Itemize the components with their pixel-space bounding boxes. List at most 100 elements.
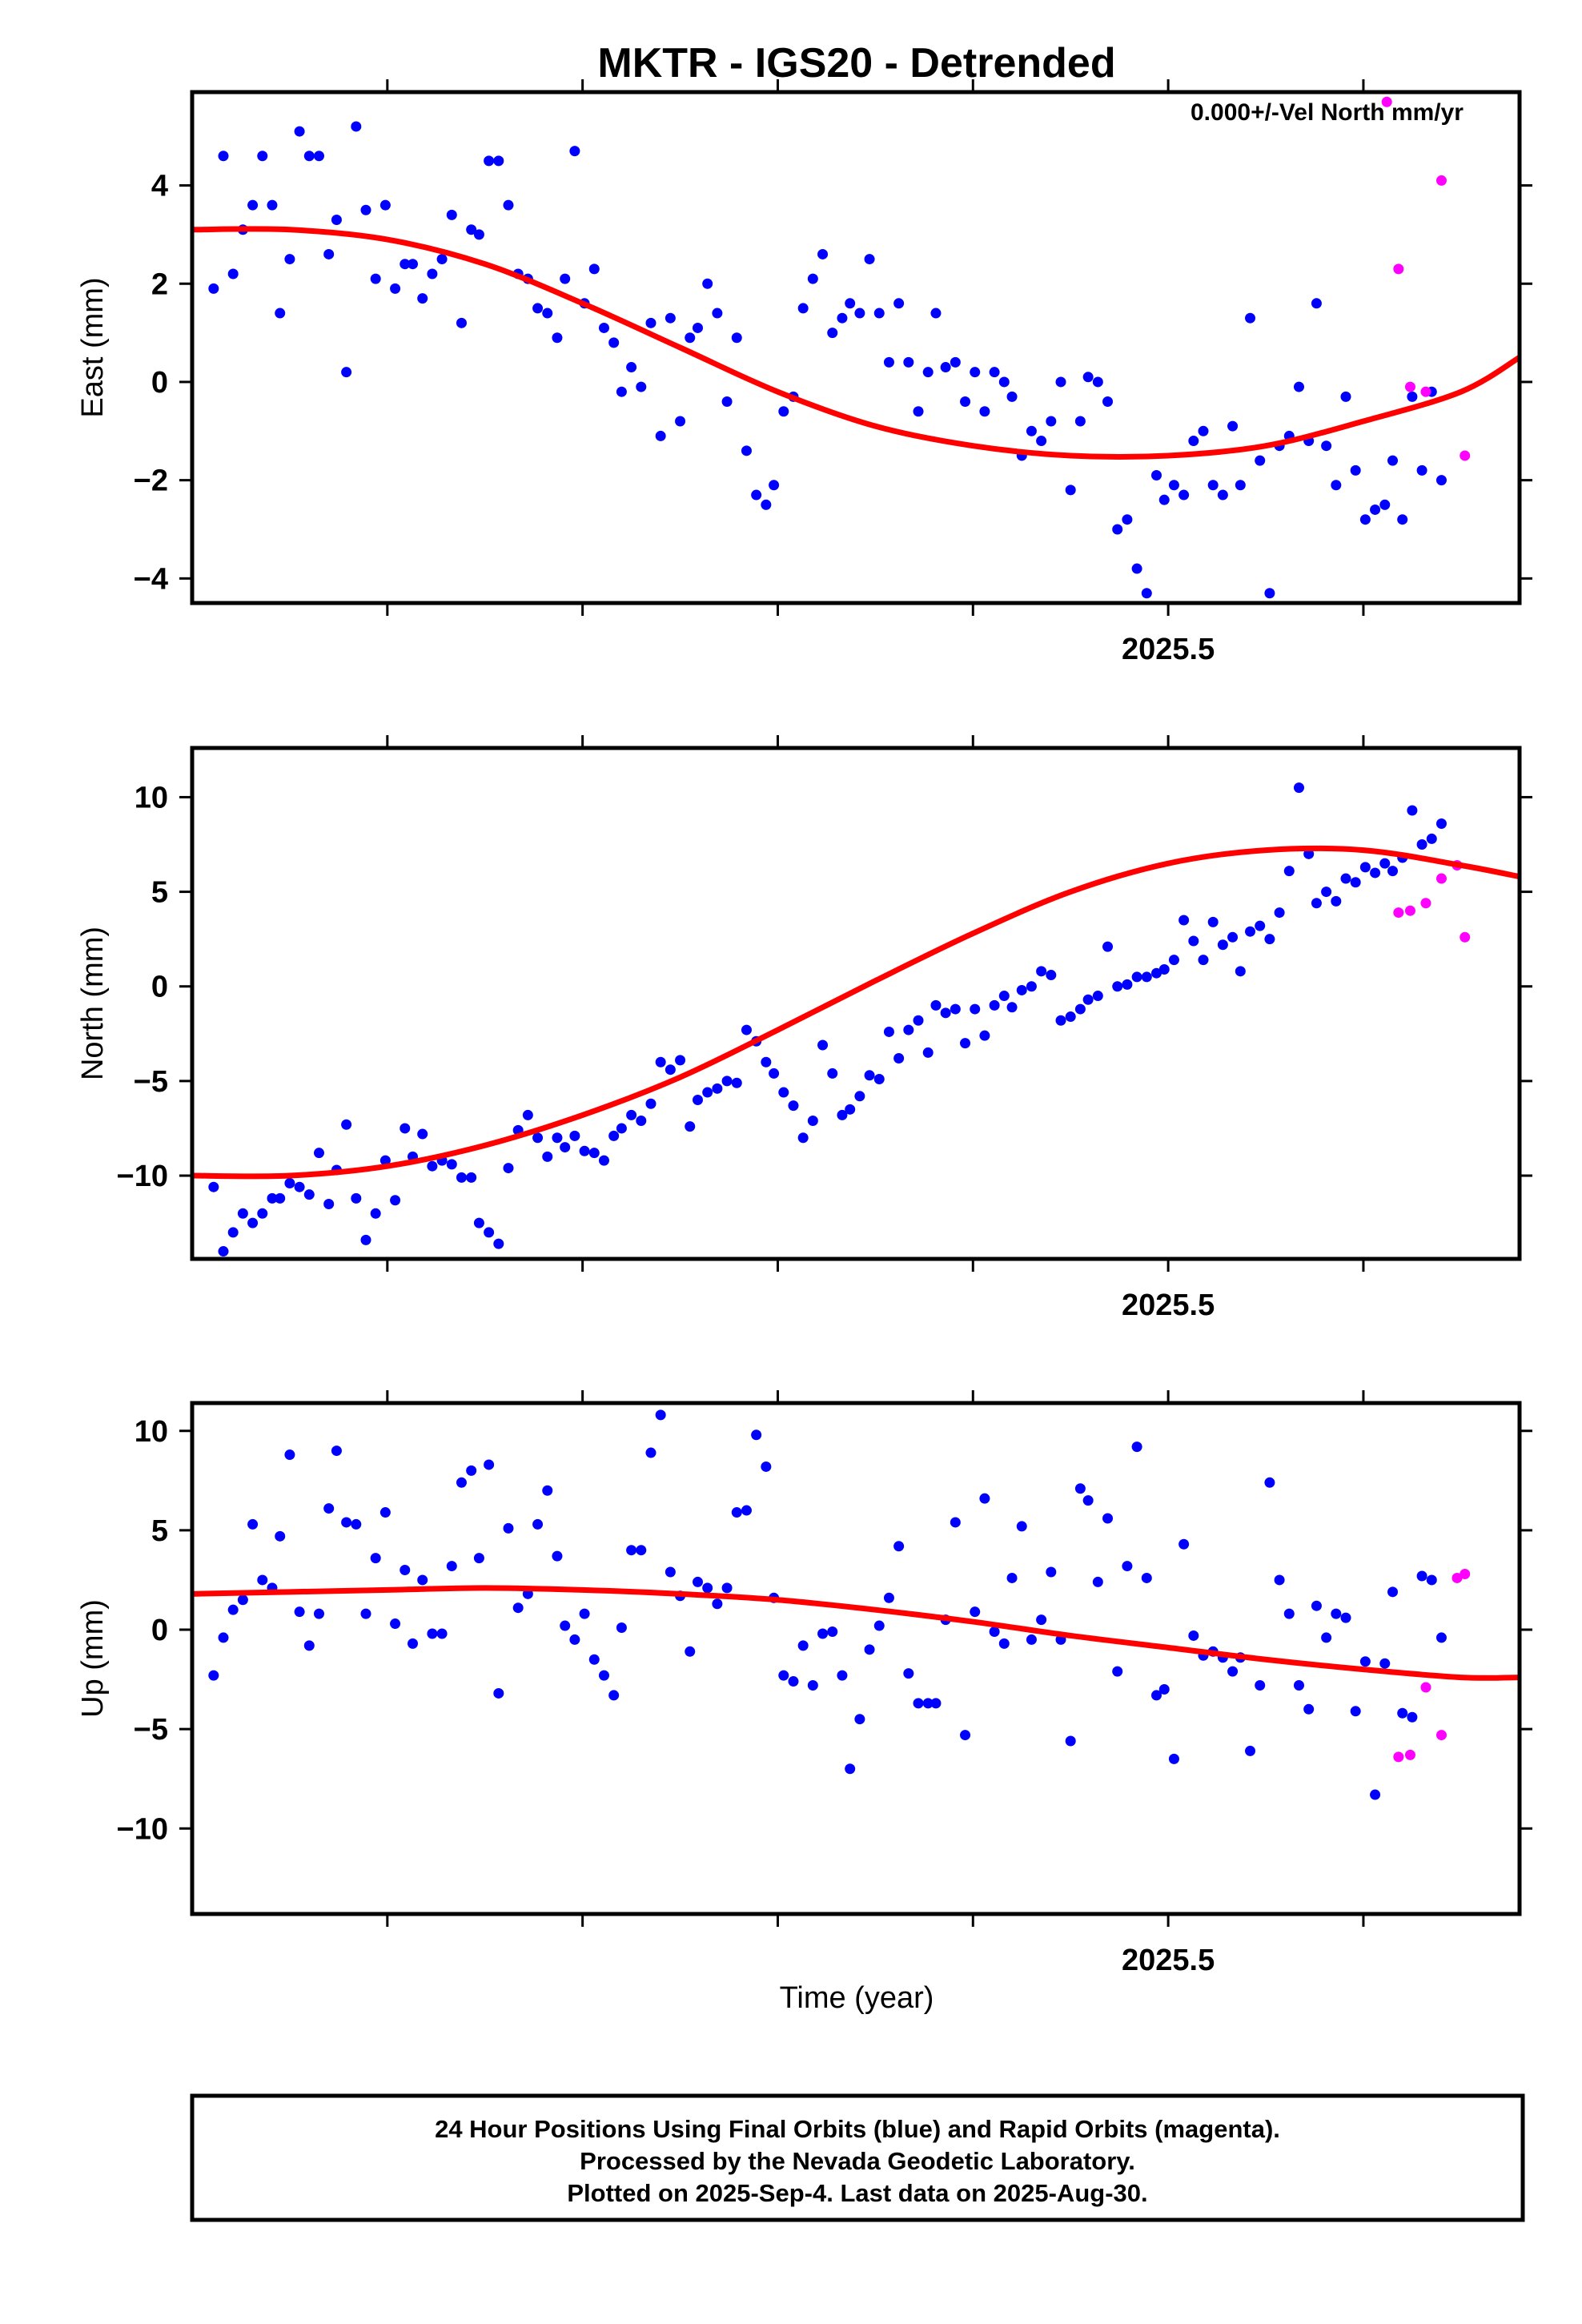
final-orbit-point <box>655 430 666 441</box>
final-orbit-point <box>693 322 704 333</box>
final-orbit-point <box>503 199 514 211</box>
rapid-orbit-point <box>1435 1730 1447 1741</box>
final-orbit-point <box>930 308 942 319</box>
final-orbit-point <box>313 1608 324 1619</box>
final-orbit-point <box>1074 1483 1086 1494</box>
final-orbit-point <box>741 445 752 456</box>
final-orbit-point <box>626 1545 637 1556</box>
final-orbit-point <box>1122 514 1133 525</box>
final-orbit-point <box>788 1100 799 1112</box>
final-orbit-point <box>1036 966 1047 977</box>
final-orbit-point <box>1131 563 1142 574</box>
final-orbit-point <box>569 146 580 157</box>
final-orbit-point <box>970 367 981 378</box>
final-orbit-point <box>341 1119 352 1130</box>
panel-frame <box>190 1401 1522 1916</box>
final-orbit-point <box>1026 425 1037 436</box>
final-orbit-point <box>569 1634 580 1645</box>
final-orbit-point <box>807 1680 818 1691</box>
final-orbit-point <box>1416 464 1427 476</box>
final-orbit-point <box>227 1227 239 1238</box>
final-orbit-point <box>598 322 609 333</box>
y-tick-label: −10 <box>117 1812 168 1846</box>
final-orbit-point <box>1141 588 1152 599</box>
final-orbit-point <box>1426 1574 1437 1586</box>
final-orbit-point <box>408 259 419 270</box>
final-orbit-point <box>473 1217 484 1228</box>
final-orbit-point <box>1168 480 1179 491</box>
final-orbit-point <box>1122 979 1133 990</box>
final-orbit-point <box>1046 416 1057 427</box>
final-orbit-point <box>616 1123 627 1134</box>
final-orbit-point <box>903 1024 914 1035</box>
final-orbit-point <box>446 1561 457 1572</box>
final-orbit-point <box>721 396 733 407</box>
final-orbit-point <box>436 1628 448 1639</box>
final-orbit-point <box>351 1518 362 1530</box>
final-orbit-point <box>294 1606 305 1618</box>
final-orbit-point <box>1407 1711 1418 1723</box>
rapid-orbit-point <box>1460 450 1471 461</box>
panel-data <box>192 1409 1520 1800</box>
final-orbit-point <box>741 1024 752 1035</box>
final-orbit-point <box>1435 475 1447 486</box>
final-orbit-point <box>456 1477 467 1488</box>
final-orbit-point <box>1112 981 1123 992</box>
final-orbit-point <box>864 254 875 265</box>
final-orbit-point <box>837 312 848 324</box>
chart-title: MKTR - IGS20 - Detrended <box>597 40 1115 86</box>
final-orbit-point <box>1227 420 1239 432</box>
final-orbit-point <box>1331 895 1342 907</box>
final-orbit-point <box>1074 1003 1086 1015</box>
final-orbit-point <box>1016 1521 1027 1532</box>
y-tick-label: −4 <box>134 562 168 596</box>
final-orbit-point <box>845 298 856 309</box>
rapid-orbit-point <box>1420 898 1431 909</box>
rapid-orbit-point <box>1452 1572 1463 1583</box>
final-orbit-point <box>446 1159 457 1170</box>
final-orbit-point <box>237 1594 248 1606</box>
rapid-orbit-point <box>1435 873 1447 884</box>
final-orbit-point <box>1359 862 1371 873</box>
final-orbit-point <box>1092 1576 1103 1587</box>
final-orbit-point <box>655 1056 666 1068</box>
final-orbit-point <box>731 1077 742 1088</box>
final-orbit-point <box>390 1195 401 1206</box>
final-orbit-point <box>532 303 544 314</box>
final-orbit-point <box>588 1654 600 1665</box>
final-orbit-point <box>979 1493 990 1504</box>
final-orbit-point <box>636 381 647 392</box>
final-orbit-point <box>466 224 477 235</box>
final-orbit-point <box>1188 1630 1199 1641</box>
final-orbit-point <box>864 1070 875 1081</box>
final-orbit-point <box>208 1181 219 1192</box>
model-curve <box>192 226 1520 460</box>
final-orbit-point <box>1102 941 1114 952</box>
final-orbit-point <box>645 1447 656 1458</box>
final-orbit-point <box>1264 1477 1275 1488</box>
final-orbit-point <box>1370 867 1381 879</box>
final-orbit-point <box>950 1003 961 1015</box>
final-orbit-point <box>1359 514 1371 525</box>
final-orbit-point <box>1006 1572 1018 1583</box>
final-orbit-point <box>208 283 219 294</box>
panel-data <box>192 782 1520 1257</box>
final-orbit-point <box>1112 1666 1123 1677</box>
final-orbit-point <box>1188 436 1199 447</box>
final-orbit-point <box>360 1234 371 1245</box>
final-orbit-point <box>1331 1608 1342 1619</box>
final-orbit-point <box>275 308 286 319</box>
final-orbit-point <box>1235 480 1246 491</box>
final-orbit-point <box>427 268 438 279</box>
final-orbit-point <box>989 1626 1000 1637</box>
final-orbit-point <box>665 312 676 324</box>
final-orbit-point <box>1082 994 1094 1005</box>
footer-line-1: 24 Hour Positions Using Final Orbits (bl… <box>435 2115 1280 2143</box>
final-orbit-point <box>1055 376 1066 388</box>
final-orbit-point <box>960 396 971 407</box>
y-tick-label: 0 <box>151 971 168 1004</box>
final-orbit-point <box>275 1530 286 1542</box>
final-orbit-point <box>1293 1680 1304 1691</box>
final-orbit-point <box>761 1461 772 1472</box>
